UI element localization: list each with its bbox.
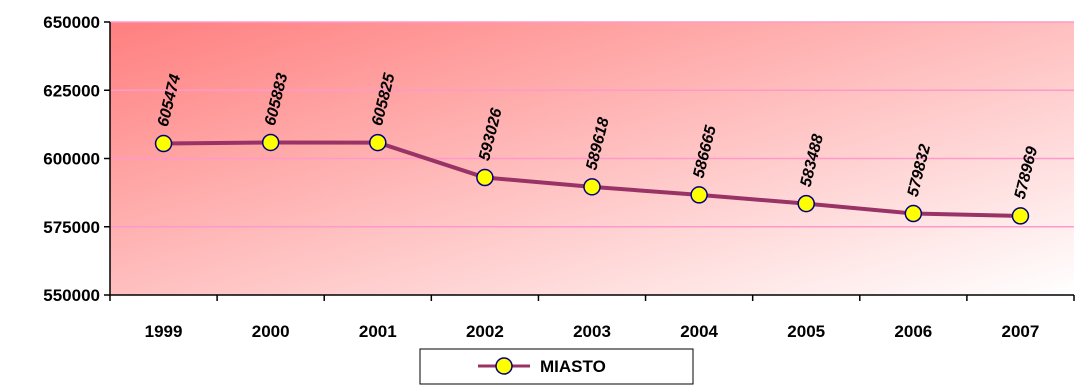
x-axis: 1999 2000 2001 2002 2003 2004 2005 2006 2007 bbox=[109, 294, 1075, 341]
data-point-1999 bbox=[154, 134, 173, 153]
legend-marker-sample bbox=[495, 357, 513, 375]
y-tick-label: 600000 bbox=[43, 150, 100, 169]
data-point-2007 bbox=[1011, 207, 1030, 225]
x-tick-label-2001: 2001 bbox=[359, 322, 397, 341]
x-tick-label-1999: 1999 bbox=[145, 322, 183, 341]
data-point-2003 bbox=[583, 178, 601, 196]
y-tick-label: 625000 bbox=[43, 81, 100, 100]
y-axis: 650000 625000 600000 575000 550000 bbox=[43, 13, 111, 305]
legend: MIASTO bbox=[419, 348, 694, 385]
y-tick-label: 575000 bbox=[43, 218, 100, 237]
y-tick-label: 650000 bbox=[43, 13, 100, 32]
x-tick-label-2004: 2004 bbox=[680, 322, 718, 341]
y-tick-label: 550000 bbox=[43, 286, 100, 305]
x-tick-label-2006: 2006 bbox=[894, 322, 932, 341]
x-tick-label-2002: 2002 bbox=[466, 322, 504, 341]
legend-label-miasto: MIASTO bbox=[540, 357, 606, 376]
data-point-2001 bbox=[369, 133, 387, 152]
x-tick-label-2007: 2007 bbox=[1002, 322, 1040, 341]
data-point-2002 bbox=[476, 168, 494, 187]
x-tick-label-2000: 2000 bbox=[252, 322, 290, 341]
x-tick-label-2003: 2003 bbox=[573, 322, 611, 341]
x-tick-label-2005: 2005 bbox=[787, 322, 825, 341]
legend-box bbox=[419, 348, 694, 385]
data-point-2006 bbox=[904, 204, 923, 223]
data-point-2004 bbox=[690, 186, 708, 204]
data-point-2005 bbox=[797, 194, 815, 213]
series-miasto bbox=[154, 133, 1030, 225]
gridlines bbox=[110, 21, 1074, 228]
data-point-2000 bbox=[261, 133, 280, 152]
